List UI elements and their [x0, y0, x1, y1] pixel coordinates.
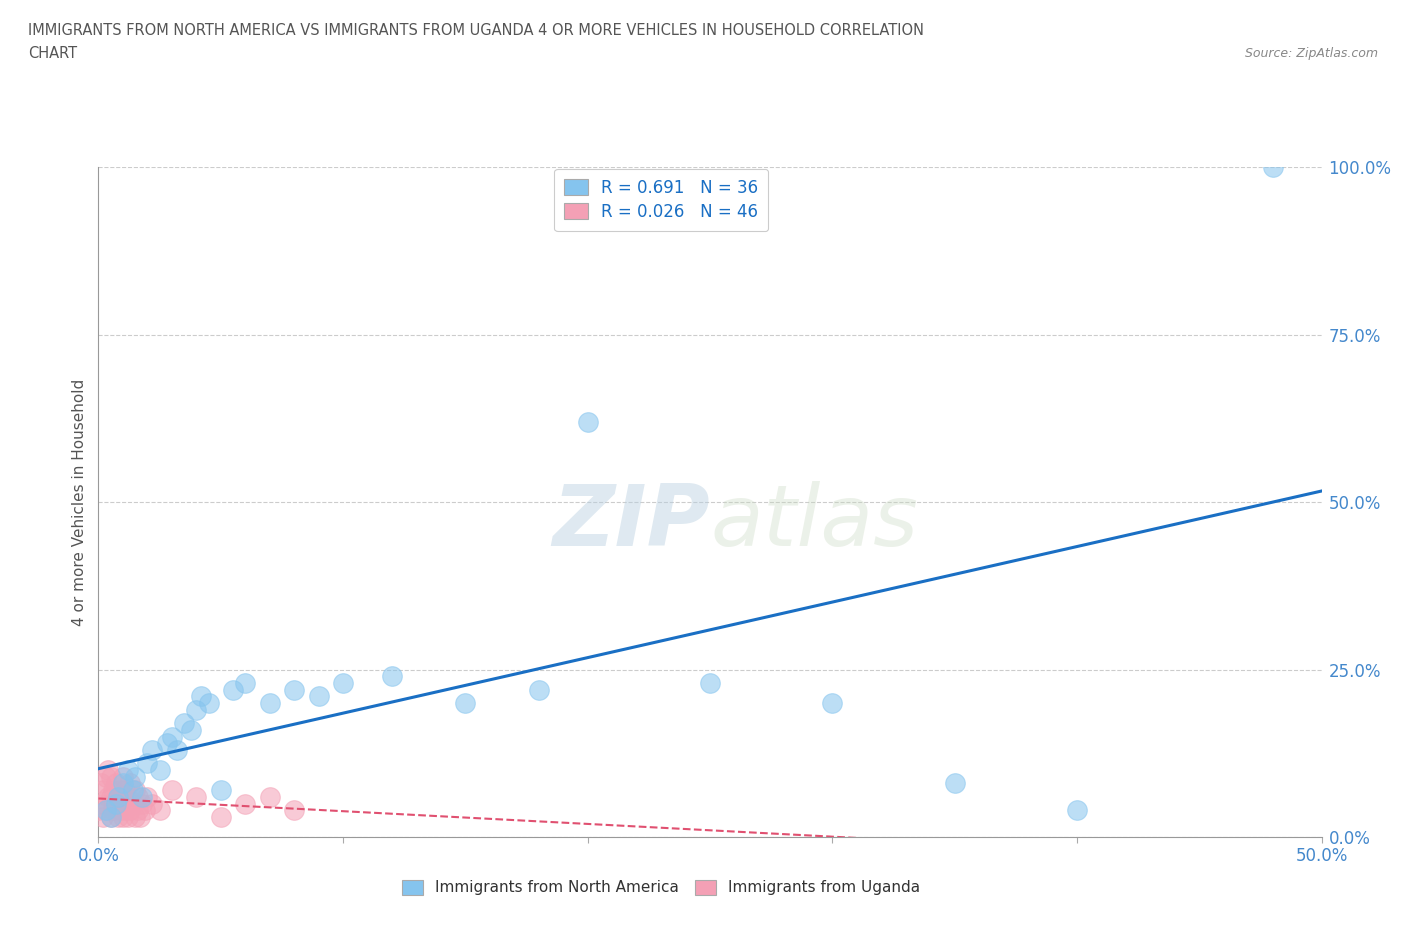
Point [131, 796, 153, 811]
Point [127, 803, 149, 817]
Point [141, 796, 163, 811]
Point [111, 776, 134, 790]
Point [107, 790, 129, 804]
Point [120, 803, 142, 817]
Point [699, 675, 721, 690]
Point [94, 803, 117, 817]
Point [259, 696, 281, 711]
Point [124, 809, 146, 824]
Point [104, 796, 127, 811]
Point [111, 790, 134, 804]
Point [121, 783, 143, 798]
Point [94, 803, 117, 817]
Point [97, 790, 120, 804]
Point [136, 756, 159, 771]
Point [114, 803, 136, 817]
Point [101, 783, 124, 798]
Point [308, 689, 330, 704]
Point [100, 769, 122, 784]
Point [186, 790, 208, 804]
Point [149, 803, 172, 817]
Point [127, 790, 149, 804]
Point [100, 790, 122, 804]
Point [91, 783, 114, 798]
Point [283, 803, 305, 817]
Point [104, 796, 127, 811]
Point [156, 736, 179, 751]
Point [233, 675, 256, 690]
Point [821, 696, 844, 711]
Text: Source: ZipAtlas.com: Source: ZipAtlas.com [1244, 46, 1378, 60]
Point [134, 803, 156, 817]
Text: atlas: atlas [710, 481, 918, 564]
Point [283, 683, 305, 698]
Point [129, 809, 152, 824]
Point [173, 716, 195, 731]
Point [107, 790, 129, 804]
Point [180, 723, 202, 737]
Point [233, 796, 256, 811]
Point [381, 669, 404, 684]
Point [111, 769, 134, 784]
Point [1066, 803, 1088, 817]
Point [120, 776, 142, 790]
Text: CHART: CHART [28, 46, 77, 61]
Point [110, 803, 132, 817]
Point [259, 790, 281, 804]
Point [117, 790, 139, 804]
Point [104, 776, 127, 790]
Point [100, 809, 122, 824]
Point [149, 763, 172, 777]
Point [166, 742, 188, 757]
Point [107, 809, 129, 824]
Point [160, 783, 183, 798]
Point [90, 776, 112, 790]
Point [97, 763, 120, 777]
Point [117, 763, 139, 777]
Point [87, 803, 110, 817]
Point [222, 683, 245, 698]
Point [111, 809, 134, 824]
Point [943, 776, 966, 790]
Point [190, 689, 212, 704]
Point [131, 790, 153, 804]
Y-axis label: 4 or more Vehicles in Household: 4 or more Vehicles in Household [72, 379, 87, 626]
Point [114, 783, 136, 798]
Point [209, 809, 232, 824]
Point [94, 769, 117, 784]
Point [136, 790, 159, 804]
Point [91, 809, 114, 824]
Text: ZIP: ZIP [553, 481, 710, 564]
Point [124, 769, 146, 784]
Point [101, 803, 124, 817]
Point [117, 809, 139, 824]
Point [160, 729, 183, 744]
Point [332, 675, 354, 690]
Point [121, 796, 143, 811]
Point [454, 696, 477, 711]
Point [576, 415, 599, 430]
Point [100, 809, 122, 824]
Point [90, 796, 112, 811]
Legend: Immigrants from North America, Immigrants from Uganda: Immigrants from North America, Immigrant… [394, 872, 928, 903]
Point [110, 783, 132, 798]
Point [197, 696, 219, 711]
Point [1261, 160, 1284, 175]
Point [141, 742, 163, 757]
Point [209, 783, 232, 798]
Point [527, 683, 550, 698]
Point [186, 702, 208, 717]
Point [124, 783, 146, 798]
Text: IMMIGRANTS FROM NORTH AMERICA VS IMMIGRANTS FROM UGANDA 4 OR MORE VEHICLES IN HO: IMMIGRANTS FROM NORTH AMERICA VS IMMIGRA… [28, 23, 924, 38]
